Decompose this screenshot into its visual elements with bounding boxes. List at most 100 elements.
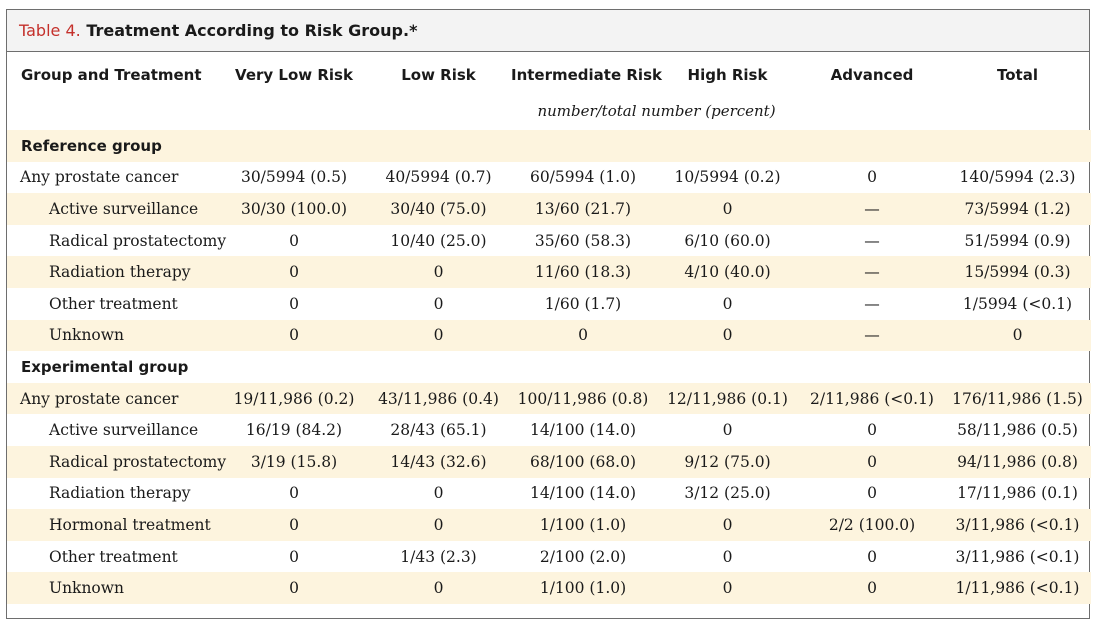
table-title: Table 4. Treatment According to Risk Gro… <box>7 10 1089 52</box>
table-row: Any prostate cancer 19/11,986 (0.2) 43/1… <box>7 382 1091 415</box>
table-cell: 0 <box>655 509 800 541</box>
table-cell: 51/5994 (0.9) <box>964 231 1071 250</box>
table-cell: 2/2 (100.0) <box>800 509 944 541</box>
table-row: Other treatment 0 1/43 (2.3) 2/100 (2.0)… <box>7 541 1091 573</box>
table-cell: 2/100 (2.0) <box>539 547 627 566</box>
table-cell: 35/60 (58.3) <box>534 231 632 250</box>
table-cell: 14/100 (14.0) <box>529 421 637 440</box>
table-cell: — <box>864 294 880 313</box>
table-cell: 30/40 (75.0) <box>366 193 511 225</box>
section-heading: Experimental group <box>21 357 189 376</box>
table-cell: 12/11,986 (0.1) <box>655 382 800 415</box>
table-cell: 0 <box>867 547 877 566</box>
table-cell: 0 <box>433 484 444 503</box>
table-cell: 14/43 (32.6) <box>366 445 511 478</box>
table-cell: 0 <box>289 547 299 566</box>
table-cell: 0 <box>722 294 733 313</box>
table-cell: 1/5994 (<0.1) <box>962 294 1073 313</box>
column-header: High Risk <box>687 66 768 84</box>
table-cell: 100/11,986 (0.8) <box>511 382 655 415</box>
table-cell: 3/11,986 (<0.1) <box>955 547 1080 566</box>
table-cell: 0 <box>366 509 511 541</box>
table-cell: — <box>800 256 944 288</box>
table-row: Active surveillance 30/30 (100.0) 30/40 … <box>7 193 1091 225</box>
table-cell: 1/60 (1.7) <box>544 294 622 313</box>
table-cell: 17/11,986 (0.1) <box>957 484 1078 503</box>
table-row: Active surveillance 16/19 (84.2) 28/43 (… <box>7 414 1091 446</box>
table-cell: 1/43 (2.3) <box>400 547 477 566</box>
table-cell: 6/10 (60.0) <box>684 231 771 250</box>
table-frame: Table 4. Treatment According to Risk Gro… <box>6 9 1091 619</box>
table-cell: 0 <box>655 319 800 352</box>
risk-group-table: Group and Treatment Very Low Risk Low Ri… <box>7 58 1091 604</box>
table-row: Unknown 0 0 0 0 — 0 <box>7 319 1091 352</box>
table-cell: 1/100 (1.0) <box>511 509 655 541</box>
table-cell: 0 <box>366 319 511 352</box>
table-cell: 0 <box>222 572 366 604</box>
table-row: Hormonal treatment 0 0 1/100 (1.0) 0 2/2… <box>7 509 1091 541</box>
table-cell: 0 <box>222 319 366 352</box>
table-cell: 0 <box>800 572 944 604</box>
table-cell: 0 <box>867 484 877 503</box>
table-row: Unknown 0 0 1/100 (1.0) 0 0 1/11,986 (<0… <box>7 572 1091 604</box>
table-cell: 0 <box>944 319 1091 352</box>
table-cell: 11/60 (18.3) <box>511 256 655 288</box>
row-label: Unknown <box>7 572 222 604</box>
table-cell: 140/5994 (2.3) <box>959 168 1076 187</box>
row-label: Radical prostatectomy <box>7 445 226 478</box>
table-cell: 13/60 (21.7) <box>511 193 655 225</box>
table-cell: 0 <box>222 256 366 288</box>
table-title-text: Treatment According to Risk Group.* <box>86 21 418 40</box>
table-cell: 19/11,986 (0.2) <box>222 382 366 415</box>
row-label: Active surveillance <box>7 193 222 225</box>
table-cell: 0 <box>867 421 877 440</box>
row-label: Any prostate cancer <box>7 382 222 415</box>
section-row: Reference group <box>7 130 1091 162</box>
table-cell: 30/30 (100.0) <box>222 193 366 225</box>
section-row: Experimental group <box>7 351 1091 383</box>
table-cell: 28/43 (65.1) <box>390 421 487 440</box>
row-label: Unknown <box>7 319 222 352</box>
row-label: Hormonal treatment <box>7 509 222 541</box>
table-cell: 40/5994 (0.7) <box>385 168 492 187</box>
table-number: Table 4. <box>19 21 81 40</box>
table-cell: 0 <box>867 168 877 187</box>
column-header: Very Low Risk <box>235 66 353 84</box>
table-cell: — <box>800 193 944 225</box>
table-cell: 176/11,986 (1.5) <box>944 382 1091 415</box>
table-cell: 0 <box>222 509 366 541</box>
table-cell: 0 <box>366 572 511 604</box>
table-cell: 58/11,986 (0.5) <box>957 421 1078 440</box>
row-label: Other treatment <box>49 294 178 313</box>
table-cell: 10/40 (25.0) <box>390 231 487 250</box>
column-header: Low Risk <box>401 66 476 84</box>
column-header: Total <box>997 66 1038 84</box>
table-cell: 0 <box>289 294 299 313</box>
row-label: Radiation therapy <box>49 484 191 503</box>
header-row: Group and Treatment Very Low Risk Low Ri… <box>7 58 1091 92</box>
table-cell: 73/5994 (1.2) <box>944 193 1091 225</box>
table-row: Radiation therapy 0 0 11/60 (18.3) 4/10 … <box>7 256 1091 288</box>
unit-label: number/total number (percent) <box>537 102 776 120</box>
table-cell: 0 <box>289 484 299 503</box>
table-cell: 0 <box>722 421 733 440</box>
table-cell: 60/5994 (1.0) <box>529 168 637 187</box>
table-row: Any prostate cancer 30/5994 (0.5) 40/599… <box>7 162 1091 194</box>
table-cell: 0 <box>655 193 800 225</box>
table-cell: 10/5994 (0.2) <box>674 168 781 187</box>
table-cell: 0 <box>722 547 733 566</box>
table-cell: 14/100 (14.0) <box>529 484 637 503</box>
table-cell: 3/11,986 (<0.1) <box>944 509 1091 541</box>
table-cell: 1/100 (1.0) <box>511 572 655 604</box>
table-row: Radical prostatectomy 0 10/40 (25.0) 35/… <box>7 225 1091 257</box>
row-label: Any prostate cancer <box>20 168 179 187</box>
table-cell: 94/11,986 (0.8) <box>944 445 1091 478</box>
table-cell: 0 <box>289 231 299 250</box>
table-row: Radiation therapy 0 0 14/100 (14.0) 3/12… <box>7 478 1091 510</box>
table-row: Radical prostatectomy 3/19 (15.8) 14/43 … <box>7 445 1091 478</box>
section-heading: Reference group <box>7 130 1091 162</box>
unit-row: number/total number (percent) <box>7 92 1091 130</box>
row-label: Radical prostatectomy <box>49 231 227 250</box>
table-cell: 1/11,986 (<0.1) <box>944 572 1091 604</box>
row-label: Active surveillance <box>49 421 199 440</box>
